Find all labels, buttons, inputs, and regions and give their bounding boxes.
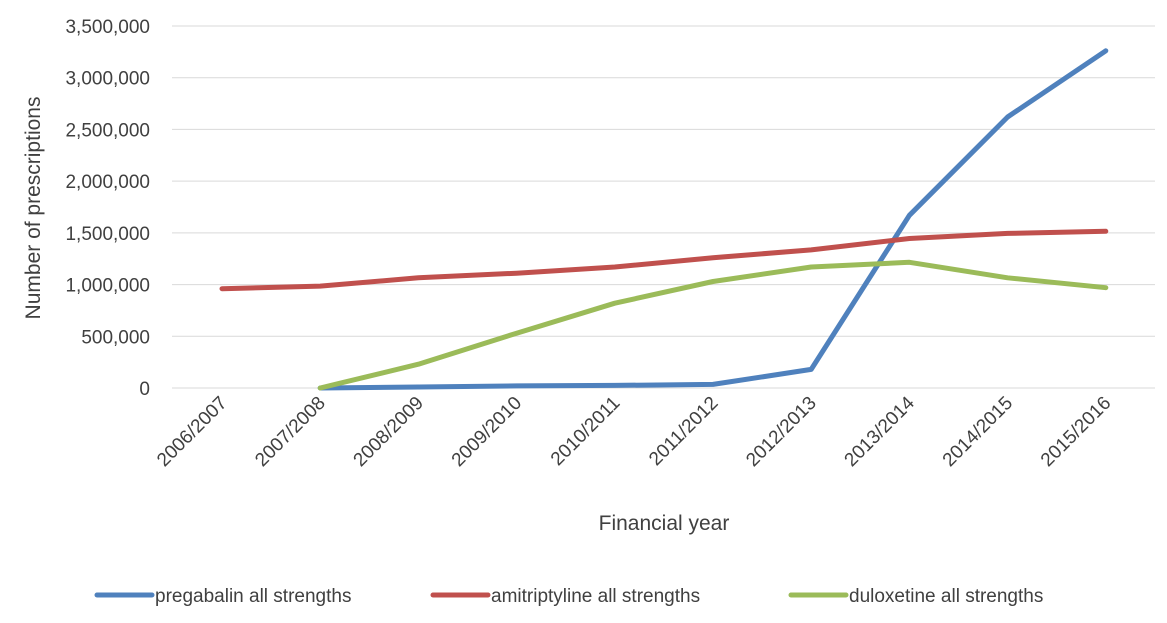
x-tick-label: 2012/2013	[742, 393, 820, 471]
series-line-1	[317, 48, 1109, 391]
x-tick-label: 2008/2009	[350, 393, 428, 471]
series-line-3	[317, 259, 1109, 391]
x-tick-label: 2014/2015	[939, 393, 1017, 471]
x-tick-label: 2009/2010	[448, 393, 526, 471]
y-tick-label: 1,500,000	[65, 224, 150, 245]
y-tick-label: 3,000,000	[65, 69, 150, 90]
y-tick-label: 0	[139, 379, 150, 400]
gridlines	[172, 25, 1155, 389]
x-tick-label: 2013/2014	[841, 392, 920, 471]
y-axis-ticks: 0 500,000 1,000,000 1,500,000 2,000,000 2,500…	[65, 17, 150, 400]
y-tick-label: 1,000,000	[65, 276, 150, 297]
series-lines	[219, 48, 1109, 391]
x-axis-ticks: 2006/2007 2007/2008 2008/2009 2009/2010 2010…	[153, 392, 1115, 471]
legend-label: amitriptyline all strengths	[491, 586, 700, 607]
x-tick-label: 2007/2008	[251, 393, 329, 471]
x-tick-label: 2010/2011	[547, 393, 624, 470]
legend: pregabalin all strengths amitriptyline al…	[94, 586, 1043, 607]
legend-label: duloxetine all strengths	[849, 586, 1043, 607]
x-tick-label: 2015/2016	[1037, 393, 1115, 471]
y-tick-label: 500,000	[81, 327, 150, 348]
series-line-2	[219, 228, 1109, 292]
x-tick-label: 2006/2007	[153, 393, 231, 471]
y-tick-label: 2,500,000	[65, 120, 150, 141]
x-axis-title: Financial year	[599, 512, 730, 535]
y-tick-label: 2,000,000	[65, 172, 150, 193]
x-tick-label: 2011/2012	[645, 393, 722, 470]
y-tick-label: 3,500,000	[65, 17, 150, 38]
y-axis-title: Number of prescriptions	[22, 97, 45, 320]
legend-label: pregabalin all strengths	[155, 586, 351, 607]
